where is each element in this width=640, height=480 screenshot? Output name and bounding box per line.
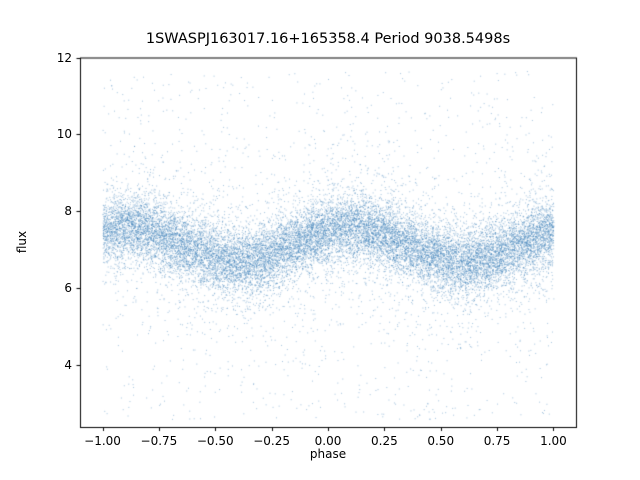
x-tick-label: −1.00	[84, 434, 121, 448]
x-tick-label: 0.50	[427, 434, 455, 448]
y-tick-label: 8	[64, 204, 72, 219]
y-tick-label: 4	[64, 358, 72, 373]
y-tick-label: 12	[56, 50, 72, 65]
x-tick-label: 0.00	[314, 434, 342, 448]
chart-title: 1SWASPJ163017.16+165358.4 Period 9038.54…	[145, 31, 511, 47]
x-tick-label: −0.50	[196, 434, 234, 448]
x-tick-label: −0.25	[253, 434, 291, 448]
y-tick-label: 6	[64, 281, 72, 296]
x-tick-label: 1.00	[540, 434, 567, 448]
y-tick-label: 10	[56, 127, 72, 142]
x-tick-label: 0.25	[371, 434, 398, 448]
x-tick-label: −0.75	[140, 434, 178, 448]
x-tick-label: 0.75	[483, 434, 511, 448]
y-axis-label: flux	[15, 230, 29, 254]
x-axis-label: phase	[309, 447, 347, 461]
